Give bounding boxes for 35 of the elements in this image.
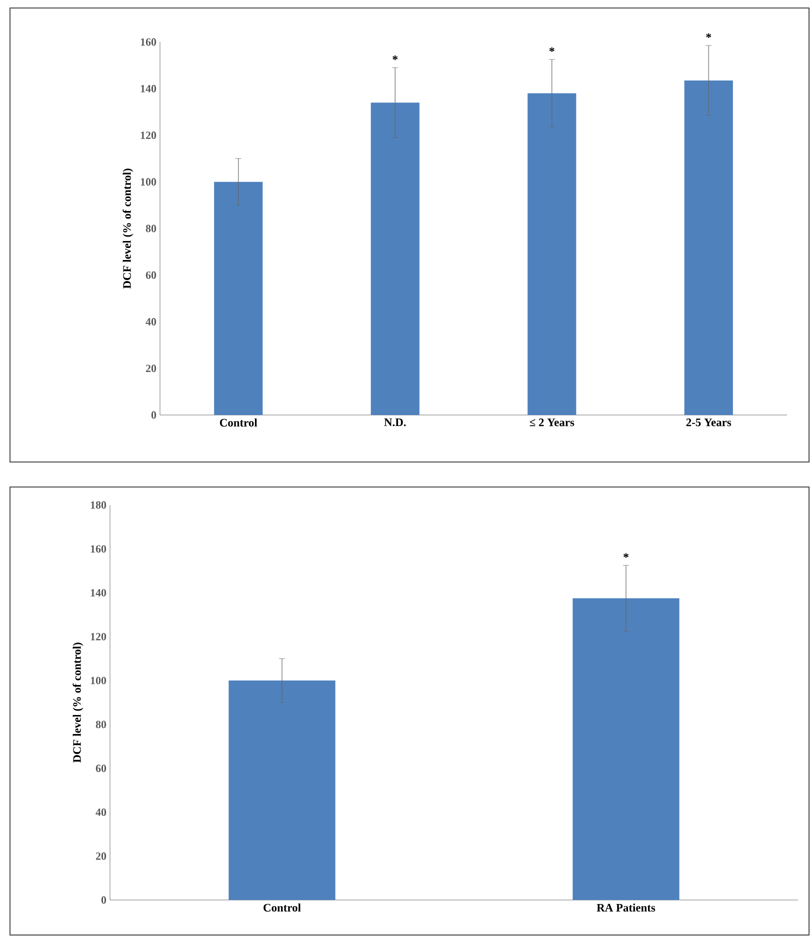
y-tick-label: 20 — [146, 364, 156, 372]
x-tick-label: Control — [264, 904, 301, 912]
x-tick-label: 2-5 Years — [686, 418, 732, 426]
y-tick-label: 60 — [146, 271, 156, 279]
annotation: * — [624, 553, 628, 558]
x-tick-label: Control — [220, 418, 258, 427]
bar — [684, 80, 733, 415]
y-tick-label: 160 — [90, 545, 106, 553]
y-tick-label: 80 — [146, 224, 156, 232]
y-tick-label: 120 — [90, 632, 106, 640]
bar — [528, 93, 576, 415]
x-tick-label: N.D. — [384, 418, 406, 426]
y-tick-label: 140 — [140, 84, 156, 92]
bar — [214, 182, 263, 415]
y-tick-label: 0 — [101, 896, 106, 904]
y-tick-label: 100 — [90, 676, 106, 684]
y-tick-label: 60 — [96, 764, 106, 772]
y-tick-label: 180 — [90, 501, 106, 509]
annotation: * — [706, 33, 712, 38]
y-tick-label: 40 — [96, 808, 106, 816]
x-tick-label: ≤ 2 Years — [530, 418, 574, 426]
y-tick-label: 80 — [96, 720, 106, 728]
y-tick-label: 0 — [151, 411, 156, 419]
y-tick-label: 120 — [140, 132, 156, 139]
y-axis-title: DCF level (% of control) — [72, 642, 84, 763]
y-tick-label: 20 — [96, 852, 106, 860]
y-tick-label: 100 — [140, 178, 156, 186]
annotation: * — [392, 56, 398, 60]
y-tick-label: 140 — [90, 589, 106, 596]
y-axis-title: DCF level (% of control) — [122, 168, 134, 289]
x-tick-label: RA Patients — [596, 904, 656, 912]
annotation: * — [549, 47, 554, 52]
y-tick-label: 160 — [140, 38, 156, 46]
bar — [370, 102, 420, 415]
y-tick-label: 40 — [146, 318, 156, 326]
